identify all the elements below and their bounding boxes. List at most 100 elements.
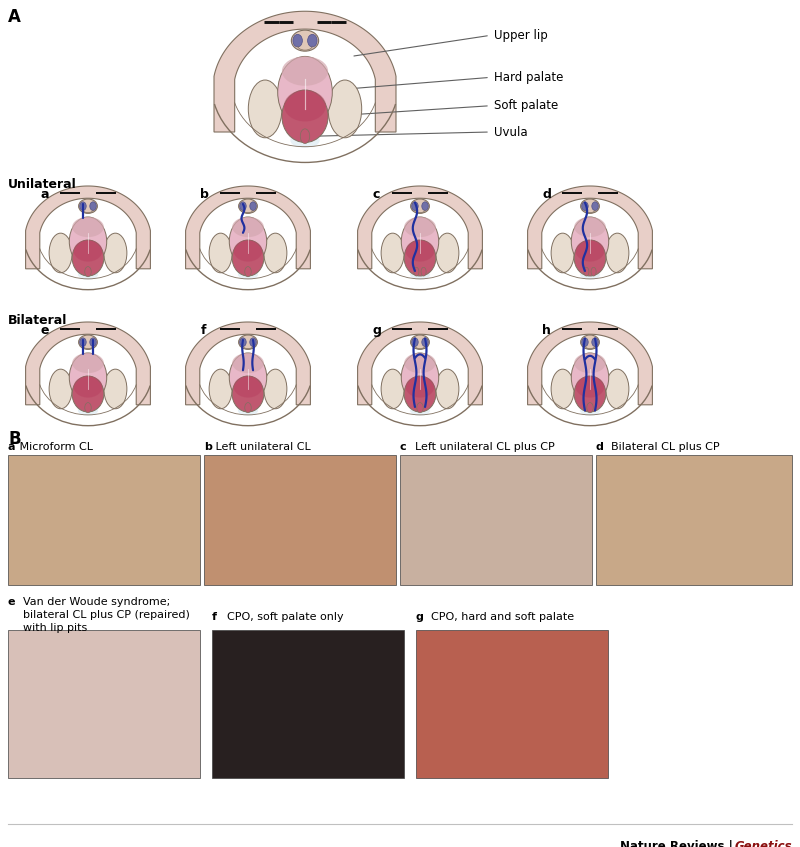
Ellipse shape [584,268,589,276]
Ellipse shape [74,376,102,397]
Text: b: b [201,188,210,201]
Ellipse shape [574,376,606,412]
Ellipse shape [421,268,426,276]
Ellipse shape [78,269,98,280]
Ellipse shape [586,402,594,412]
Ellipse shape [422,202,428,211]
Ellipse shape [238,269,258,280]
Bar [8,455,200,585]
Ellipse shape [300,129,310,143]
Ellipse shape [381,369,404,409]
Ellipse shape [278,57,332,128]
Text: a: a [41,188,49,201]
Text: Bilateral: Bilateral [8,314,67,327]
Ellipse shape [402,353,438,402]
Ellipse shape [412,202,418,211]
Text: Left unilateral CL plus CP: Left unilateral CL plus CP [408,442,554,452]
Text: c: c [400,442,406,452]
Ellipse shape [412,338,418,346]
Ellipse shape [436,233,459,273]
Ellipse shape [209,369,232,409]
Ellipse shape [238,406,258,416]
Bar [8,630,200,778]
Text: d: d [542,188,551,201]
Ellipse shape [574,353,606,374]
Ellipse shape [580,269,600,280]
Bar [416,630,608,778]
Ellipse shape [49,369,72,409]
Ellipse shape [230,353,266,402]
Text: Microform CL: Microform CL [16,442,93,452]
Polygon shape [186,186,310,268]
Polygon shape [358,322,482,405]
Ellipse shape [592,202,598,211]
Text: bilateral CL plus CP (repaired): bilateral CL plus CP (repaired) [16,610,190,620]
Text: d: d [596,442,604,452]
Ellipse shape [264,233,287,273]
Bar [596,455,792,585]
Text: CPO, soft palate only: CPO, soft palate only [220,612,344,622]
Ellipse shape [606,369,629,409]
Text: Bilateral CL plus CP: Bilateral CL plus CP [604,442,720,452]
Ellipse shape [238,335,258,349]
Ellipse shape [250,202,256,211]
Text: with lip pits: with lip pits [16,623,87,633]
Ellipse shape [417,402,423,412]
Text: Unilateral: Unilateral [8,178,77,191]
Ellipse shape [576,240,605,262]
Ellipse shape [290,133,320,147]
Ellipse shape [581,199,599,213]
Ellipse shape [90,202,96,211]
Bar [204,455,396,585]
Ellipse shape [282,90,328,142]
Ellipse shape [264,369,287,409]
Text: b: b [204,442,212,452]
Ellipse shape [78,199,98,213]
Ellipse shape [232,217,264,237]
Ellipse shape [381,233,404,273]
Ellipse shape [74,240,102,262]
Ellipse shape [72,217,104,237]
Ellipse shape [70,217,106,266]
Ellipse shape [284,90,326,121]
Ellipse shape [571,217,609,266]
Ellipse shape [308,35,317,47]
Text: Hard palate: Hard palate [494,71,563,84]
Ellipse shape [104,233,127,273]
Ellipse shape [248,80,282,138]
Ellipse shape [582,338,588,346]
Text: Soft palate: Soft palate [494,99,558,113]
Text: h: h [542,324,551,337]
Ellipse shape [404,353,436,374]
Text: Upper lip: Upper lip [494,29,548,42]
Polygon shape [528,186,652,268]
Bar [400,455,592,585]
Ellipse shape [72,353,104,374]
Ellipse shape [80,202,86,211]
Ellipse shape [104,369,127,409]
Ellipse shape [410,199,430,213]
Ellipse shape [410,406,430,416]
Ellipse shape [232,353,264,374]
Ellipse shape [580,406,600,416]
Ellipse shape [234,240,262,262]
Ellipse shape [250,338,256,346]
Text: c: c [373,188,380,201]
Text: Uvula: Uvula [494,125,528,139]
Text: Left unilateral CL: Left unilateral CL [212,442,310,452]
Ellipse shape [410,269,430,280]
Ellipse shape [404,376,436,412]
Ellipse shape [436,369,459,409]
Text: Genetics: Genetics [735,840,793,847]
Ellipse shape [591,268,596,276]
Text: A: A [8,8,21,26]
Ellipse shape [72,240,104,276]
Ellipse shape [404,240,436,276]
Ellipse shape [291,30,318,51]
Ellipse shape [551,233,574,273]
Ellipse shape [574,240,606,276]
Ellipse shape [78,335,98,349]
Ellipse shape [72,376,104,412]
Ellipse shape [78,406,98,416]
Bar [212,630,404,778]
